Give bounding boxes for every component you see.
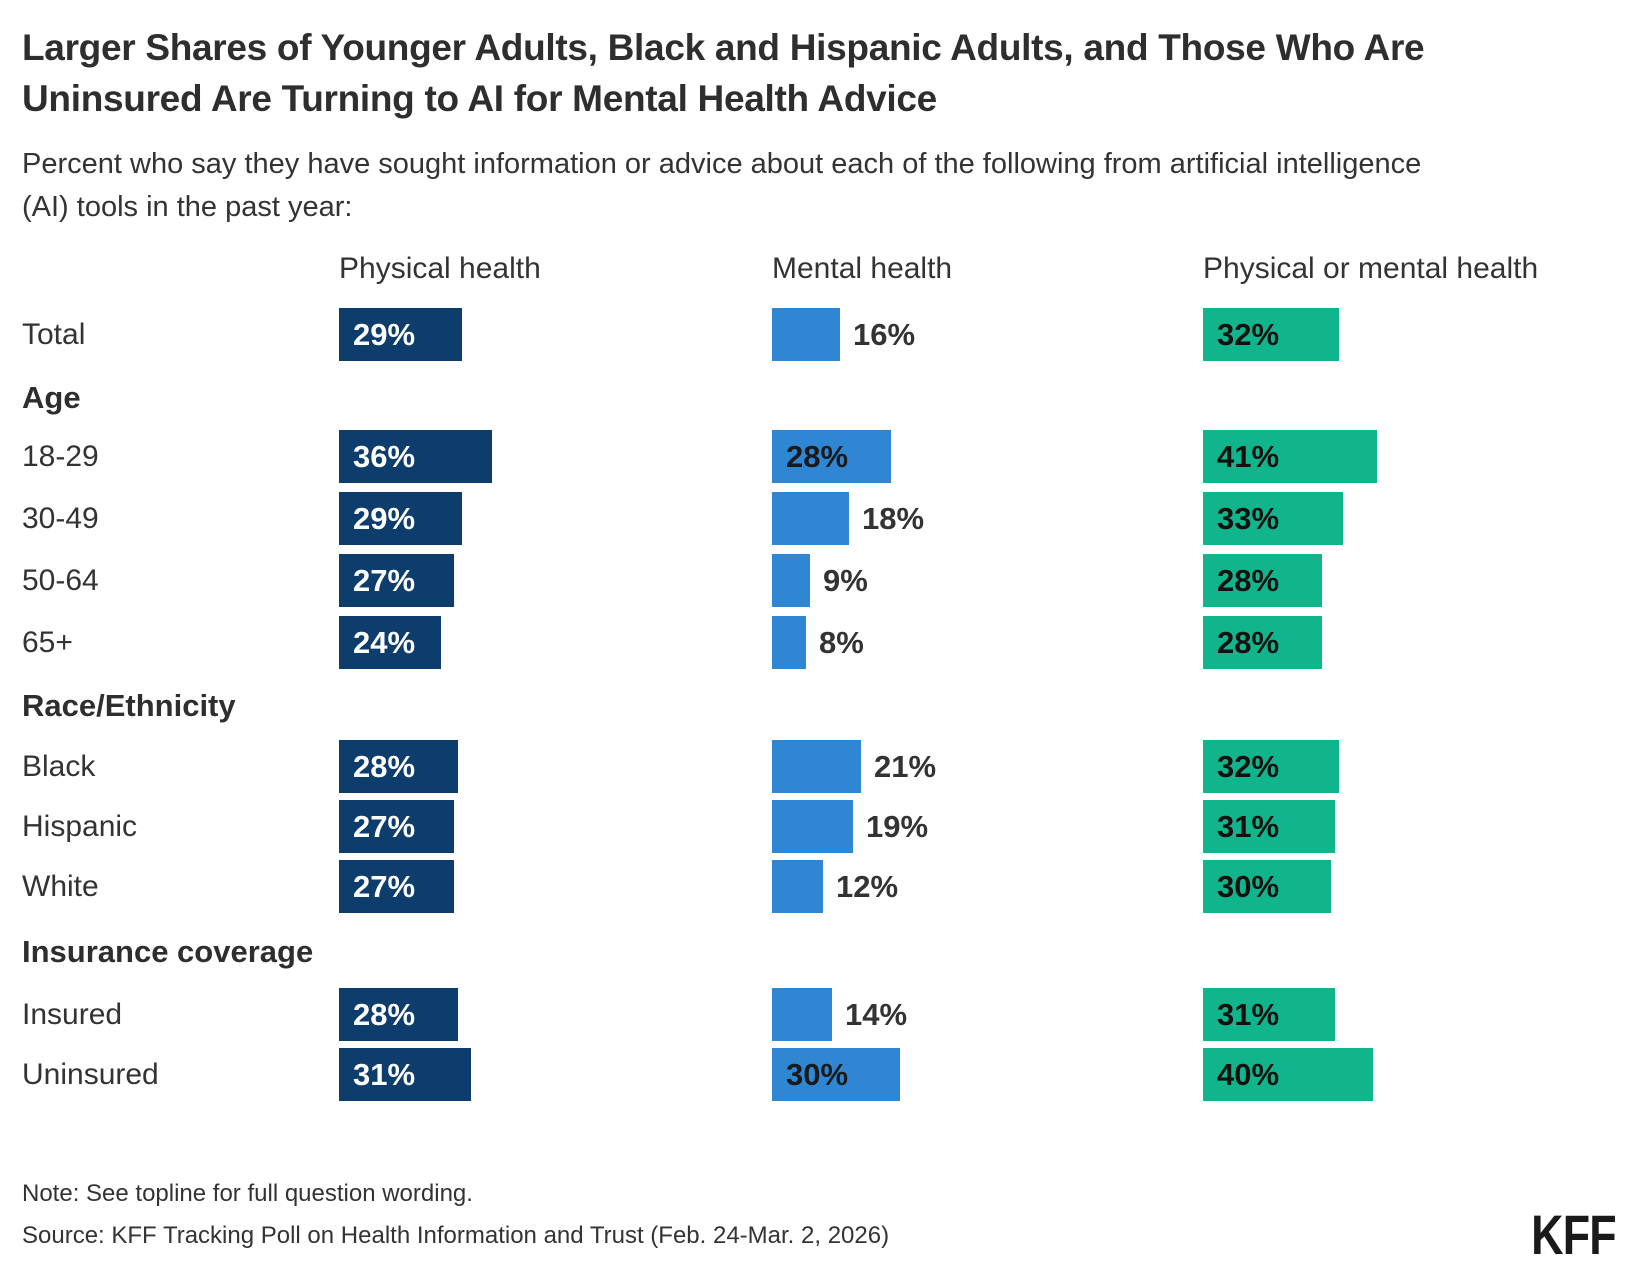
- bar-value-label: 33%: [1217, 500, 1280, 536]
- bar-value-label: 27%: [353, 562, 416, 598]
- row-label: 65+: [22, 625, 73, 659]
- row-label: 18-29: [22, 439, 99, 473]
- bar-combined: [1203, 740, 1339, 793]
- bar-combined: [1203, 860, 1331, 913]
- bar-value-label: 16%: [853, 316, 916, 352]
- bar-mental: [772, 988, 832, 1041]
- bar-value-label: 19%: [866, 808, 929, 844]
- bar-value-label: 41%: [1217, 438, 1280, 474]
- bar-combined: [1203, 800, 1335, 853]
- bar-value-label: 21%: [874, 748, 937, 784]
- row-label: 50-64: [22, 563, 99, 597]
- bar-mental: [772, 1048, 900, 1101]
- bar-combined: [1203, 988, 1335, 1041]
- bar-value-label: 32%: [1217, 748, 1280, 784]
- bar-value-label: 31%: [353, 1056, 416, 1092]
- row-label: Hispanic: [22, 809, 138, 843]
- column-header-physical-or-mental-health: Physical or mental health: [1203, 252, 1539, 285]
- bar-value-label: 30%: [786, 1056, 849, 1092]
- bar-mental: [772, 800, 853, 853]
- bar-value-label: 28%: [1217, 624, 1280, 660]
- bar-mental: [772, 430, 891, 483]
- column-header-mental-health: Mental health: [772, 252, 953, 285]
- row-label: Insured: [22, 997, 123, 1031]
- chart-source: Source: KFF Tracking Poll on Health Info…: [22, 1222, 890, 1249]
- bar-combined: [1203, 616, 1322, 669]
- bar-physical: [339, 1048, 471, 1101]
- bar-physical: [339, 988, 458, 1041]
- bar-value-label: 40%: [1217, 1056, 1280, 1092]
- bar-value-label: 24%: [353, 624, 416, 660]
- bar-physical: [339, 800, 454, 853]
- bar-physical: [339, 740, 458, 793]
- bar-physical: [339, 616, 441, 669]
- bar-value-label: 29%: [353, 316, 416, 352]
- bar-physical: [339, 554, 454, 607]
- bar-value-label: 28%: [786, 438, 849, 474]
- section-label: Race/Ethnicity: [22, 688, 236, 723]
- chart-title: Larger Shares of Younger Adults, Black a…: [22, 27, 1425, 119]
- bar-combined: [1203, 492, 1343, 545]
- bar-mental: [772, 308, 840, 361]
- bar-physical: [339, 492, 462, 545]
- row-label: White: [22, 869, 99, 903]
- bar-value-label: 36%: [353, 438, 416, 474]
- row-label: Black: [22, 749, 96, 783]
- bar-value-label: 30%: [1217, 868, 1280, 904]
- chart-note: Note: See topline for full question word…: [22, 1180, 473, 1207]
- bar-mental: [772, 740, 861, 793]
- bar-physical: [339, 860, 454, 913]
- bar-mental: [772, 860, 823, 913]
- bar-physical: [339, 308, 462, 361]
- bar-mental: [772, 616, 806, 669]
- row-label: Uninsured: [22, 1057, 159, 1091]
- bar-combined: [1203, 308, 1339, 361]
- bar-combined: [1203, 1048, 1373, 1101]
- bar-physical: [339, 430, 492, 483]
- bar-value-label: 31%: [1217, 808, 1280, 844]
- bar-value-label: 28%: [353, 748, 416, 784]
- bar-value-label: 28%: [353, 996, 416, 1032]
- bar-value-label: 12%: [836, 868, 899, 904]
- bar-value-label: 14%: [845, 996, 908, 1032]
- row-label: Total: [22, 317, 86, 351]
- chart-subtitle: Percent who say they have sought informa…: [22, 148, 1422, 223]
- row-label: 30-49: [22, 501, 99, 535]
- bar-combined: [1203, 430, 1377, 483]
- bar-value-label: 32%: [1217, 316, 1280, 352]
- bar-combined: [1203, 554, 1322, 607]
- bar-value-label: 27%: [353, 868, 416, 904]
- bar-value-label: 18%: [862, 500, 925, 536]
- bar-value-label: 27%: [353, 808, 416, 844]
- section-label: Insurance coverage: [22, 934, 314, 969]
- bar-mental: [772, 492, 849, 545]
- bar-value-label: 31%: [1217, 996, 1280, 1032]
- bar-value-label: 8%: [819, 624, 864, 660]
- bar-mental: [772, 554, 810, 607]
- column-header-physical-health: Physical health: [339, 252, 541, 285]
- section-label: Age: [22, 380, 81, 415]
- kff-logo: KFF: [1531, 1203, 1616, 1266]
- bar-value-label: 9%: [823, 562, 868, 598]
- bar-value-label: 29%: [353, 500, 416, 536]
- bar-value-label: 28%: [1217, 562, 1280, 598]
